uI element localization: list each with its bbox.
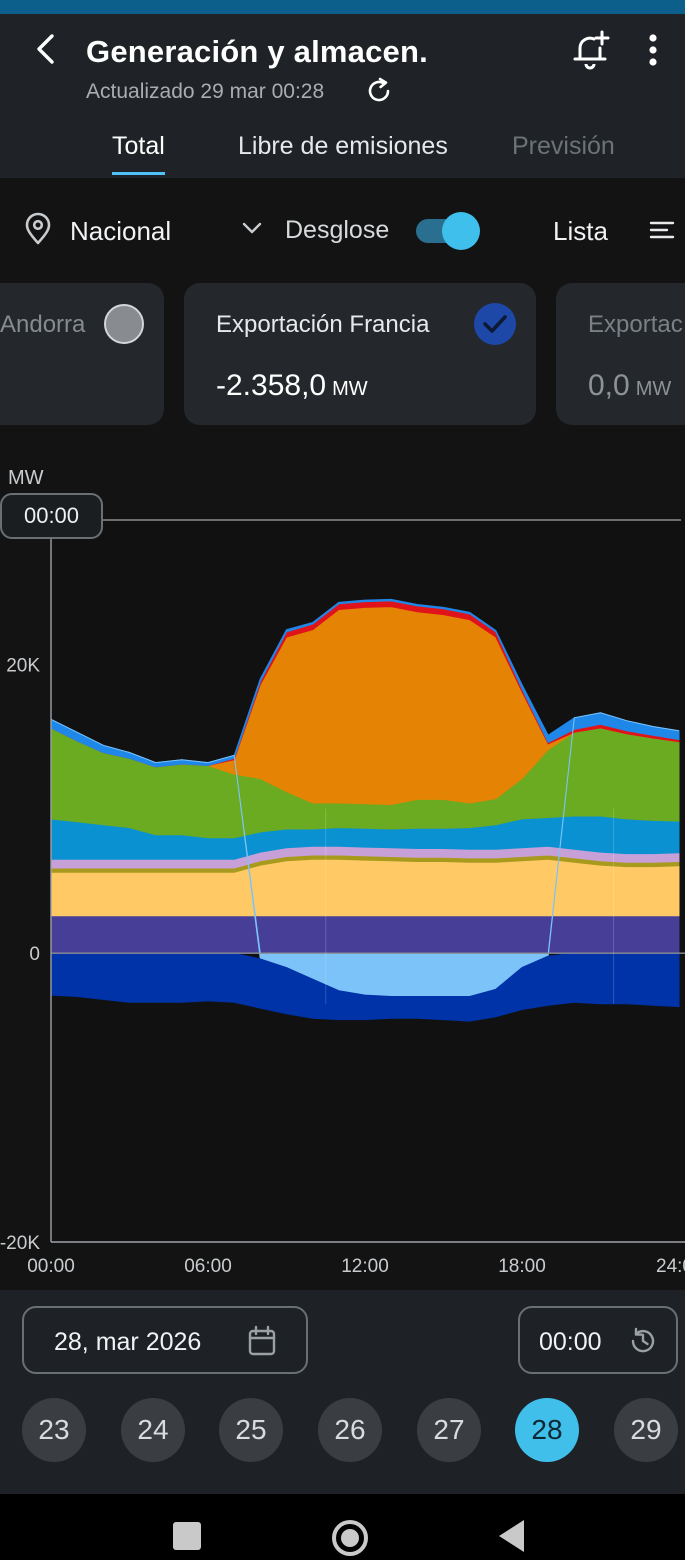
x-tick-label: 18:00 xyxy=(498,1256,546,1277)
breakdown-toggle[interactable] xyxy=(414,212,482,250)
tab-prevision[interactable]: Previsión xyxy=(512,132,615,160)
y-tick-label: 20K xyxy=(6,655,40,676)
location-pin-icon xyxy=(25,212,51,245)
unselected-circle-icon[interactable] xyxy=(104,304,144,344)
day-chip-28-selected[interactable]: 28 xyxy=(515,1398,579,1462)
time-value: 00:00 xyxy=(539,1328,602,1356)
x-tick-label: 00:00 xyxy=(27,1256,75,1277)
tab-total[interactable]: Total xyxy=(112,132,165,175)
series-area-8 xyxy=(50,598,680,768)
card-value: 0,0 MW xyxy=(588,369,671,403)
day-chip-26[interactable]: 26 xyxy=(318,1398,382,1462)
date-time-panel: 28, mar 2026 00:00 23 24 25 26 27 28 29 xyxy=(0,1290,685,1494)
sort-list-icon[interactable] xyxy=(648,218,676,242)
y-axis-unit-label: MW xyxy=(8,467,44,489)
card-value-unit: MW xyxy=(635,378,672,400)
day-chip-29[interactable]: 29 xyxy=(614,1398,678,1462)
page-title: Generación y almacen. xyxy=(86,34,428,69)
day-chip-24[interactable]: 24 xyxy=(121,1398,185,1462)
card-value: -2.358,0 MW xyxy=(216,369,368,403)
time-picker-button[interactable]: 00:00 xyxy=(518,1306,678,1374)
breakdown-label: Desglose xyxy=(285,216,390,244)
card-name: Exportac xyxy=(588,311,683,338)
recents-icon[interactable] xyxy=(173,1522,201,1550)
card-andorra[interactable]: Andorra xyxy=(0,283,164,425)
tab-libre-de-emisiones[interactable]: Libre de emisiones xyxy=(238,132,448,160)
series-area-0 xyxy=(50,915,680,954)
selected-check-badge[interactable] xyxy=(474,303,516,345)
updated-timestamp: Actualizado 29 mar 00:28 xyxy=(86,80,325,103)
status-bar xyxy=(0,0,685,14)
add-alert-bell-icon[interactable] xyxy=(566,26,614,74)
day-chip-25[interactable]: 25 xyxy=(219,1398,283,1462)
filter-bar: Nacional Desglose Lista xyxy=(0,196,685,266)
more-vert-icon[interactable] xyxy=(638,30,668,70)
x-tick-label: 24:0 xyxy=(656,1256,685,1277)
date-value: 28, mar 2026 xyxy=(54,1328,202,1356)
region-selector[interactable]: Nacional xyxy=(70,216,172,246)
back-arrow-icon[interactable] xyxy=(30,32,64,66)
card-value-unit: MW xyxy=(332,378,368,400)
back-triangle-icon[interactable] xyxy=(496,1518,526,1554)
y-tick-label: 0 xyxy=(29,944,40,965)
calendar-icon xyxy=(248,1325,276,1356)
day-chip-27[interactable]: 27 xyxy=(417,1398,481,1462)
toggle-knob xyxy=(442,212,480,250)
day-chip-23[interactable]: 23 xyxy=(22,1398,86,1462)
card-name: Exportación Francia xyxy=(216,311,430,338)
chevron-down-icon[interactable] xyxy=(240,218,264,238)
card-value-number: -2.358,0 xyxy=(216,369,327,402)
card-name: Andorra xyxy=(0,311,86,338)
date-picker-button[interactable]: 28, mar 2026 xyxy=(22,1306,308,1374)
x-tick-label: 12:00 xyxy=(341,1256,389,1277)
system-nav-bar xyxy=(0,1494,685,1560)
history-icon xyxy=(631,1327,655,1353)
home-icon[interactable] xyxy=(330,1518,370,1558)
x-tick-label: 06:00 xyxy=(184,1256,232,1277)
app-bar: Generación y almacen. Actualizado 29 mar… xyxy=(0,14,685,178)
y-tick-label: -20K xyxy=(0,1233,40,1254)
view-mode-label[interactable]: Lista xyxy=(553,216,608,246)
refresh-icon[interactable] xyxy=(364,76,394,106)
card-value-number: 0,0 xyxy=(588,369,630,402)
card-exportacion-francia[interactable]: Exportación Francia -2.358,0 MW xyxy=(184,283,536,425)
card-exportacion-other[interactable]: Exportac 0,0 MW xyxy=(556,283,685,425)
check-icon xyxy=(483,315,507,333)
cursor-time-label: 00:00 xyxy=(0,493,103,539)
